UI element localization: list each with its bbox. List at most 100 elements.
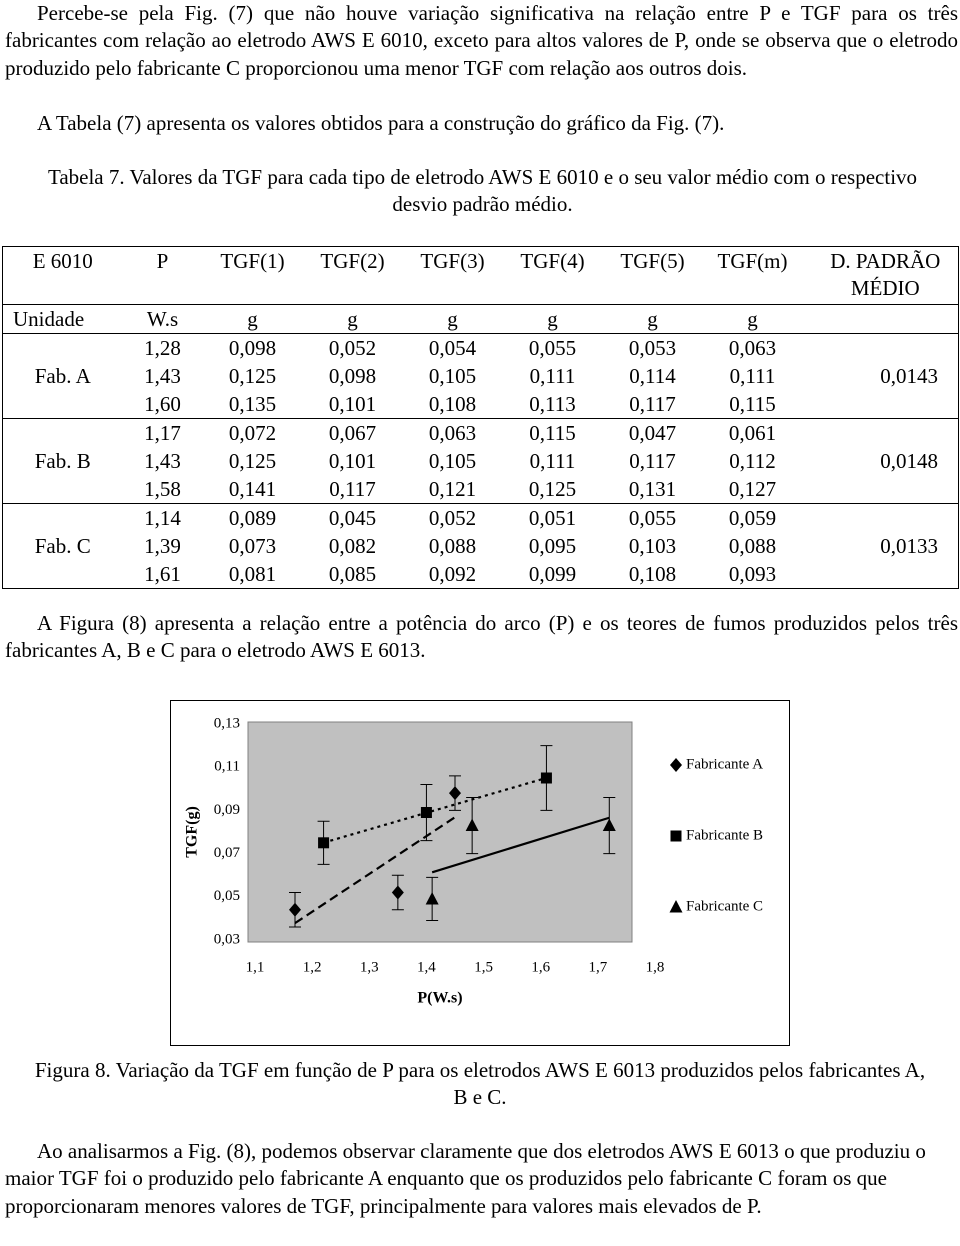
- trendline: [431, 816, 610, 874]
- std-cell: 0,0148: [880, 448, 938, 473]
- unit-cell: g: [747, 306, 758, 331]
- value-cell: 0,141: [228, 476, 277, 501]
- group-label: Fab. A: [34, 363, 91, 388]
- std-cell: 0,0133: [880, 533, 938, 558]
- y-tick-label: 0,03: [214, 931, 240, 947]
- chart: TGF(g) P(W.s) 0,03 0,05 0,07 0,09 0,11 0,13 1,…: [170, 700, 790, 1046]
- table-row: 1,39 0,073 0,082 0,088 0,095 0,103 0,088: [3, 532, 959, 560]
- header-cell: TGF(2): [320, 249, 385, 273]
- value-cell: 0,127: [728, 476, 777, 501]
- x-axis-title: P(W.s): [417, 990, 462, 1007]
- paragraph: A Tabela (7) apresenta os valores obtido…: [37, 111, 725, 135]
- legend-label: Fabricante B: [686, 827, 763, 843]
- value-cell: 0,103: [628, 533, 677, 558]
- paragraph: Ao analisarmos a Fig. (8), podemos obser…: [5, 1139, 926, 1218]
- value-cell: 0,059: [728, 505, 777, 530]
- legend-marker: [670, 830, 682, 842]
- value-cell: 0,055: [528, 335, 577, 360]
- value-cell: 1,58: [144, 476, 181, 501]
- header-cell: P: [156, 249, 169, 273]
- data-table: E 6010 P TGF(1) TGF(2) TGF(3) TGF(4) TGF(5) TGF…: [2, 246, 959, 589]
- value-cell: 0,131: [628, 476, 677, 501]
- paragraph: A Figura (8) apresenta a relação entre a…: [5, 611, 958, 663]
- x-tick-label: 1,7: [588, 959, 607, 975]
- value-cell: 0,117: [629, 391, 676, 416]
- figure-caption: Figura 8. Variação da TGF em função de P…: [34, 1058, 926, 1110]
- value-cell: 0,125: [228, 448, 277, 473]
- header-cell: TGF(4): [520, 249, 585, 273]
- value-cell: 0,121: [428, 476, 477, 501]
- value-cell: 1,39: [144, 533, 181, 558]
- marker: [318, 837, 330, 849]
- table-row: Fab. C 1,14 0,089 0,045 0,052 0,051 0,055 0,059…: [3, 504, 959, 558]
- value-cell: 0,093: [728, 561, 777, 586]
- value-cell: 1,28: [144, 335, 181, 360]
- marker: [602, 818, 616, 832]
- value-cell: 0,088: [728, 533, 777, 558]
- value-cell: 1,14: [144, 505, 181, 530]
- y-tick-label: 0,05: [214, 888, 240, 904]
- value-cell: 0,092: [428, 561, 477, 586]
- marker: [425, 891, 439, 905]
- marker: [420, 807, 432, 819]
- value-cell: 0,055: [628, 505, 677, 530]
- group-label: Fab. C: [34, 533, 91, 558]
- paragraph: Percebe-se pela Fig. (7) que não houve v…: [5, 1, 958, 80]
- value-cell: 0,072: [228, 420, 277, 445]
- table-row: 1,60 0,135 0,101 0,108 0,113 0,117 0,115: [2, 390, 959, 419]
- x-tick-label: 1,3: [360, 959, 379, 975]
- unit-cell: g: [447, 306, 458, 331]
- value-cell: 0,047: [628, 420, 677, 445]
- value-cell: 1,43: [144, 363, 181, 388]
- marker: [540, 772, 552, 784]
- value-cell: 0,115: [729, 391, 776, 416]
- unit-cell: g: [347, 306, 358, 331]
- marker: [289, 902, 301, 917]
- value-cell: 0,067: [328, 420, 377, 445]
- unit-cell: Unidade: [13, 306, 85, 331]
- unit-cell: W.s: [146, 306, 179, 331]
- value-cell: 0,117: [329, 476, 376, 501]
- header-cell: E 6010: [32, 249, 93, 273]
- header-cell: TGF(5): [620, 249, 685, 273]
- value-cell: 0,125: [228, 363, 277, 388]
- marker: [449, 786, 461, 801]
- x-tick-label: 1,6: [531, 959, 550, 975]
- group-label: Fab. B: [34, 448, 91, 473]
- std-cell: 0,0143: [880, 363, 938, 388]
- table-row: 1,58 0,141 0,117 0,121 0,125 0,131 0,127: [2, 475, 959, 504]
- legend-marker: [670, 758, 682, 772]
- x-tick-label: 1,1: [246, 959, 265, 975]
- y-tick-label: 0,09: [214, 802, 240, 818]
- unit-cell: g: [647, 306, 658, 331]
- marker: [391, 885, 404, 900]
- value-cell: 0,098: [328, 363, 377, 388]
- y-axis-title: TGF(g): [184, 806, 201, 858]
- value-cell: 1,17: [144, 420, 181, 445]
- table-row: Unidade W.s g g g g g g: [2, 305, 959, 334]
- value-cell: 0,108: [628, 561, 677, 586]
- value-cell: 0,108: [428, 391, 477, 416]
- value-cell: 0,045: [328, 505, 377, 530]
- value-cell: 0,112: [729, 448, 776, 473]
- value-cell: 0,105: [428, 448, 477, 473]
- legend-label: Fabricante C: [686, 898, 763, 914]
- legend-marker: [669, 900, 683, 913]
- marker: [465, 818, 479, 832]
- header-cell: TGF(1): [220, 249, 285, 273]
- header-cell: TGF(3): [420, 249, 485, 273]
- value-cell: 1,43: [144, 448, 181, 473]
- value-cell: 0,063: [728, 335, 777, 360]
- value-cell: 0,089: [228, 505, 277, 530]
- x-tick-label: 1,2: [303, 959, 322, 975]
- value-cell: 0,099: [528, 561, 577, 586]
- value-cell: 0,117: [629, 448, 676, 473]
- table-row: Fab. B 1,17 0,072 0,067 0,063 0,115 0,047 0,061…: [3, 419, 959, 473]
- table-row: 1,43 0,125 0,098 0,105 0,111 0,114 0,111: [3, 362, 959, 390]
- unit-cell: g: [247, 306, 258, 331]
- empty-cell: [803, 305, 959, 334]
- value-cell: 0,053: [628, 335, 677, 360]
- x-tick-label: 1,5: [474, 959, 493, 975]
- value-cell: 0,052: [328, 335, 377, 360]
- y-tick-label: 0,07: [214, 845, 241, 861]
